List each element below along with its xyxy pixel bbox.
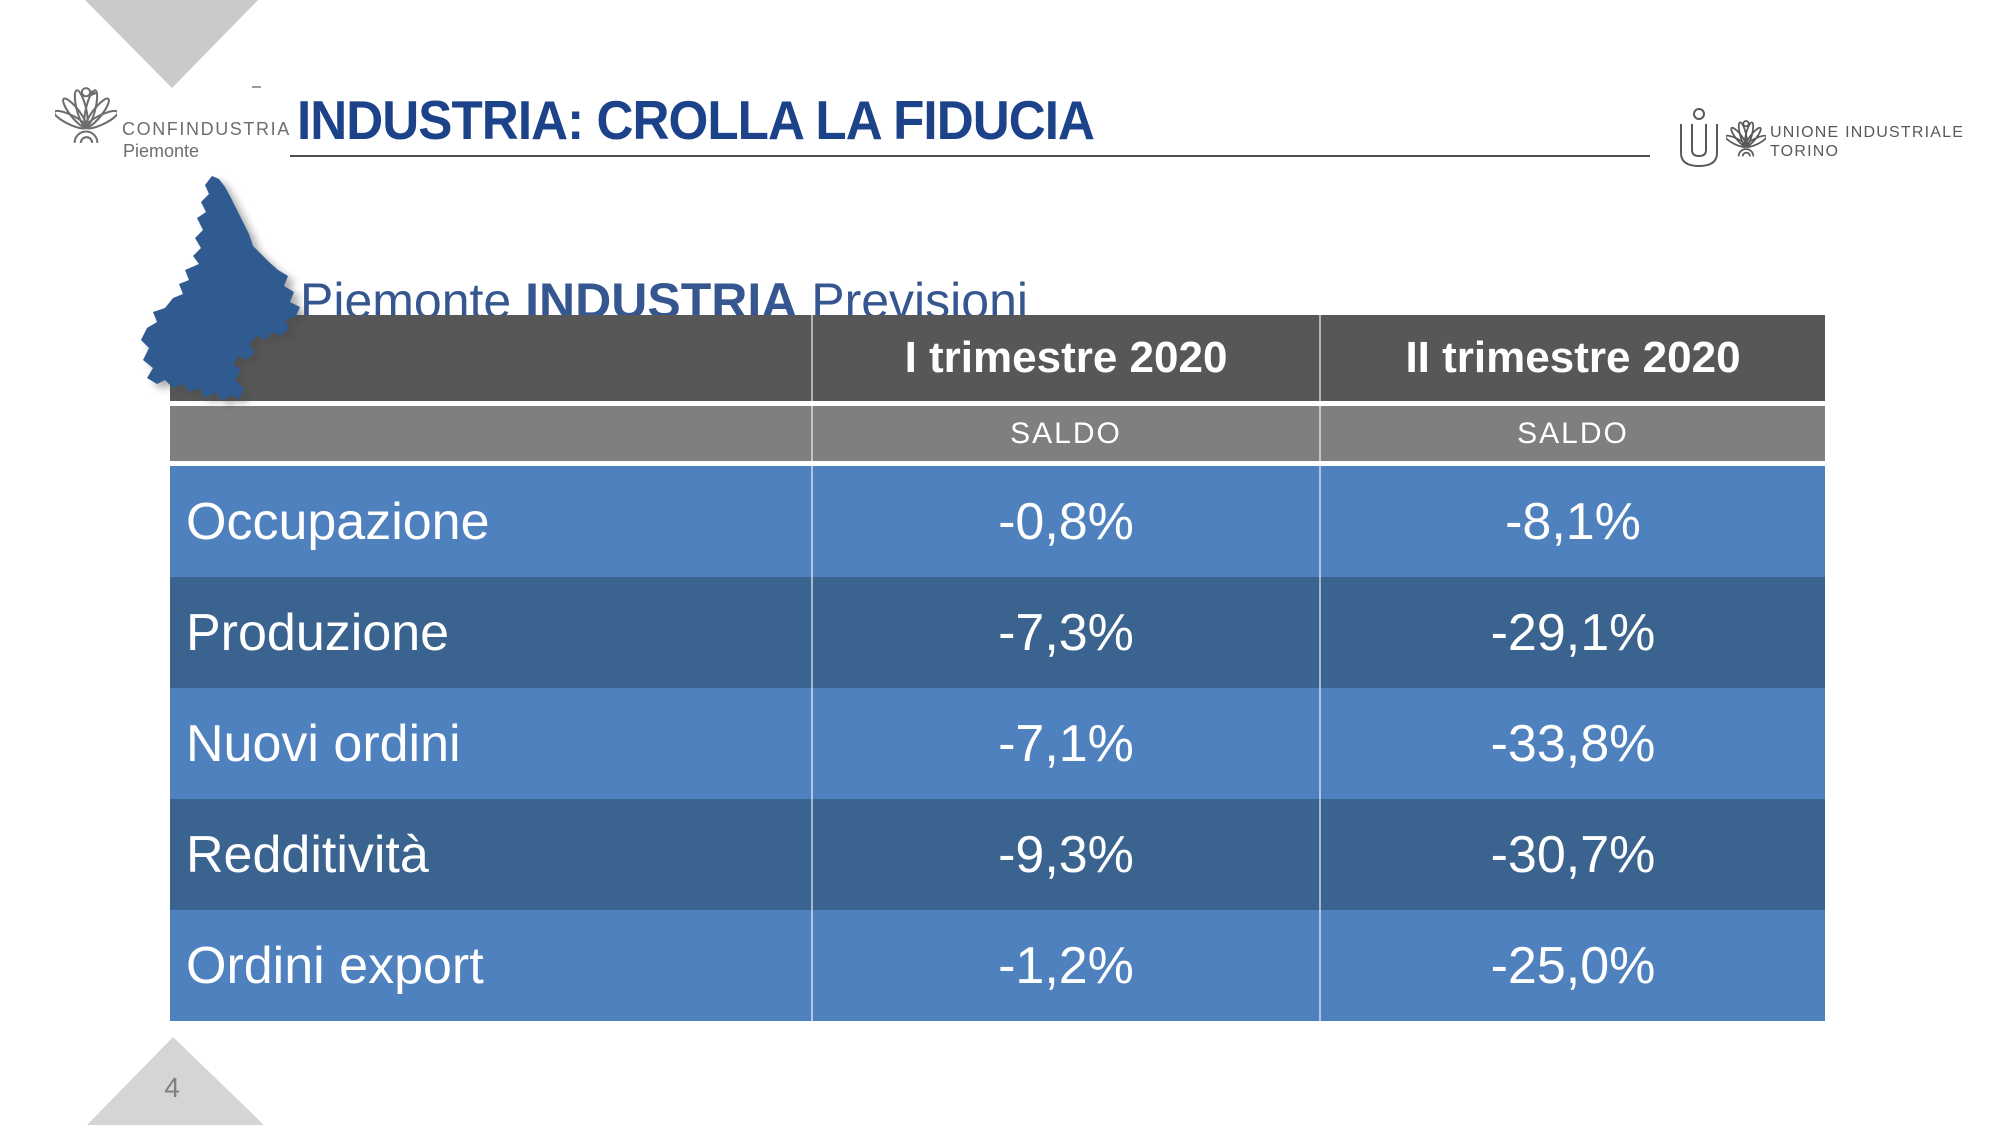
confindustria-name: CONFINDUSTRIA [122,119,291,139]
row-q1-value: -1,2% [811,910,1319,1021]
row-q2-value: -29,1% [1319,577,1825,688]
unione-line2: TORINO [1770,143,1840,160]
page-number: 4 [164,1072,180,1103]
table-row: Produzione -7,3% -29,1% [170,577,1825,688]
row-label: Occupazione [186,492,490,551]
unione-industriale-logo: UNIONE INDUSTRIALE TORINO [1678,103,1978,173]
confindustria-eagle-icon [55,87,117,144]
row-q1-value: -0,8% [811,466,1319,577]
unione-eagle-icon [1726,120,1766,157]
table-row: Redditività -9,3% -30,7% [170,799,1825,910]
table-row: Ordini export -1,2% -25,0% [170,910,1825,1021]
row-q1-value: -9,3% [811,799,1319,910]
header-q2: II trimestre 2020 [1319,315,1825,401]
row-q2-value: -25,0% [1319,910,1825,1021]
row-label: Nuovi ordini [186,714,461,773]
row-label: Redditività [186,825,429,884]
row-q2-value: -8,1% [1319,466,1825,577]
unione-line1: UNIONE INDUSTRIALE [1770,124,1965,141]
table-row: Nuovi ordini -7,1% -33,8% [170,688,1825,799]
row-q2-value: -30,7% [1319,799,1825,910]
title-underline [290,155,1650,157]
header-q1: I trimestre 2020 [811,315,1319,401]
table-subheader-row: SALDO SALDO [170,406,1825,461]
subheader-saldo-q1: SALDO [811,406,1319,461]
row-label: Produzione [186,603,450,662]
subheader-saldo-q2: SALDO [1319,406,1825,461]
piemonte-map [141,176,300,401]
previsioni-table: I trimestre 2020 II trimestre 2020 SALDO… [170,315,1825,1021]
row-label: Ordini export [186,936,484,995]
slide-title: INDUSTRIA: CROLLA LA FIDUCIA [297,89,1095,151]
subheader-empty-cell [170,406,811,461]
unione-text: UNIONE INDUSTRIALE TORINO [1770,123,1964,161]
stray-mark [252,86,261,88]
table-header-row: I trimestre 2020 II trimestre 2020 [170,315,1825,401]
confindustria-region: Piemonte [123,141,200,161]
unione-u-icon [1680,108,1718,168]
table-row: Occupazione -0,8% -8,1% [170,466,1825,577]
row-q2-value: -33,8% [1319,688,1825,799]
decor-triangle-bottom [87,1037,264,1125]
decor-triangle-top [85,0,258,88]
row-q1-value: -7,3% [811,577,1319,688]
row-q1-value: -7,1% [811,688,1319,799]
confindustria-logo: CONFINDUSTRIA Piemonte [55,83,305,163]
